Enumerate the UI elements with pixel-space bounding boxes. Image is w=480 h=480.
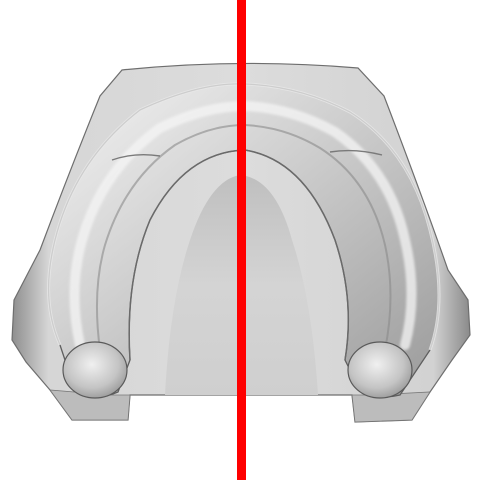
- right-notch: [329, 149, 383, 156]
- left-notch: [111, 153, 161, 161]
- left-molar-bulb: [62, 341, 128, 399]
- right-molar-bulb: [347, 341, 413, 399]
- midline-marker: [237, 0, 246, 480]
